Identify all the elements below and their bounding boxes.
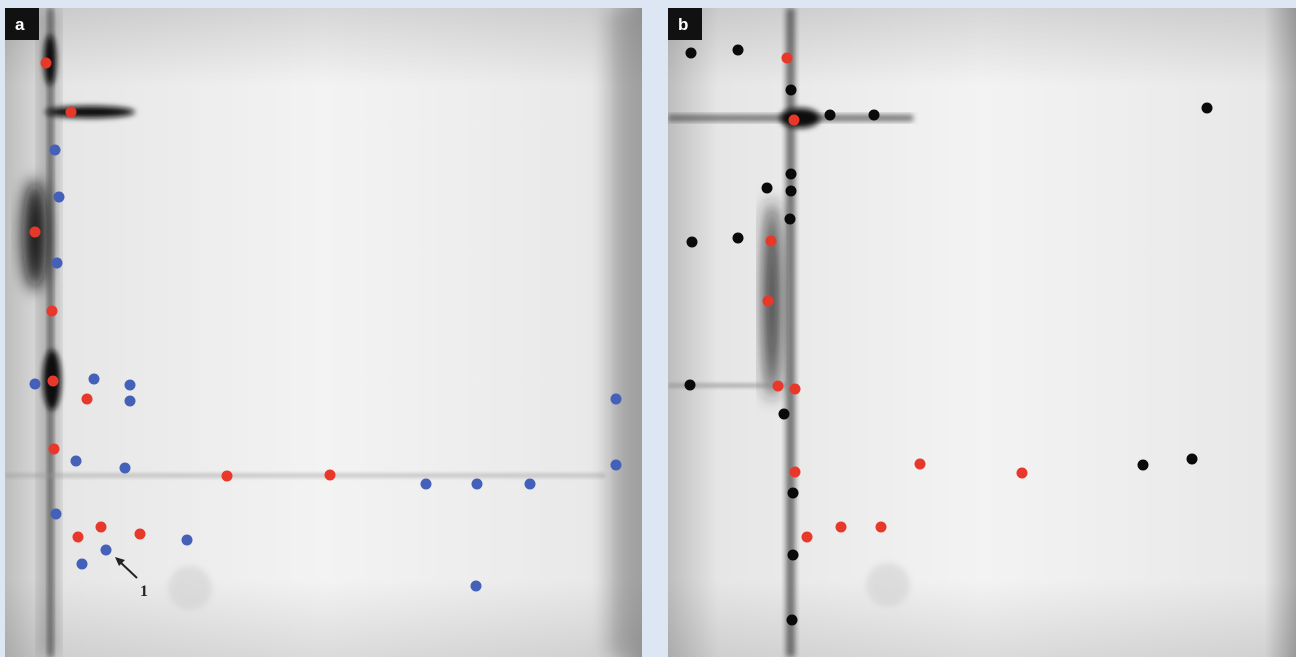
spot: [77, 559, 88, 570]
spot: [869, 110, 880, 121]
spot: [789, 115, 800, 126]
panel-label: b: [678, 15, 688, 34]
spot: [790, 467, 801, 478]
spot: [89, 374, 100, 385]
spot: [41, 58, 52, 69]
spot: [611, 460, 622, 471]
spot: [47, 306, 58, 317]
spot: [125, 396, 136, 407]
spot: [788, 550, 799, 561]
spot: [779, 409, 790, 420]
spot: [782, 53, 793, 64]
spot: [611, 394, 622, 405]
spot: [135, 529, 146, 540]
spot: [120, 463, 131, 474]
spot: [82, 394, 93, 405]
spot: [786, 186, 797, 197]
spot: [471, 581, 482, 592]
spot: [773, 381, 784, 392]
spot: [52, 258, 63, 269]
spot: [71, 456, 82, 467]
spot: [30, 227, 41, 238]
spot: [66, 107, 77, 118]
spot: [1187, 454, 1198, 465]
spot: [686, 48, 697, 59]
spot: [182, 535, 193, 546]
spot: [788, 488, 799, 499]
spot: [101, 545, 112, 556]
spot: [762, 183, 773, 194]
spot: [222, 471, 233, 482]
spot: [325, 470, 336, 481]
spot: [30, 379, 41, 390]
spot: [50, 145, 61, 156]
spot: [525, 479, 536, 490]
spot: [1138, 460, 1149, 471]
spot: [54, 192, 65, 203]
spot: [125, 380, 136, 391]
spot: [687, 237, 698, 248]
spot: [1017, 468, 1028, 479]
spot: [786, 85, 797, 96]
spot: [49, 444, 60, 455]
spot: [786, 169, 797, 180]
spot: [802, 532, 813, 543]
spot: [73, 532, 84, 543]
gel-a: [5, 8, 642, 657]
panel-label: a: [15, 15, 25, 34]
spot: [1202, 103, 1213, 114]
spot: [685, 380, 696, 391]
spot: [421, 479, 432, 490]
spot: [48, 376, 59, 387]
gel-b: [668, 8, 1296, 657]
spot: [836, 522, 847, 533]
spot: [825, 110, 836, 121]
spot: [51, 509, 62, 520]
spot: [96, 522, 107, 533]
figure: 1 a b: [0, 0, 1296, 657]
spot: [785, 214, 796, 225]
spot: [763, 296, 774, 307]
annotation: 1: [140, 583, 148, 600]
spot: [915, 459, 926, 470]
spot: [787, 615, 798, 626]
spot: [766, 236, 777, 247]
spot: [876, 522, 887, 533]
spot: [790, 384, 801, 395]
spot: [733, 233, 744, 244]
spot: [472, 479, 483, 490]
spot: [733, 45, 744, 56]
